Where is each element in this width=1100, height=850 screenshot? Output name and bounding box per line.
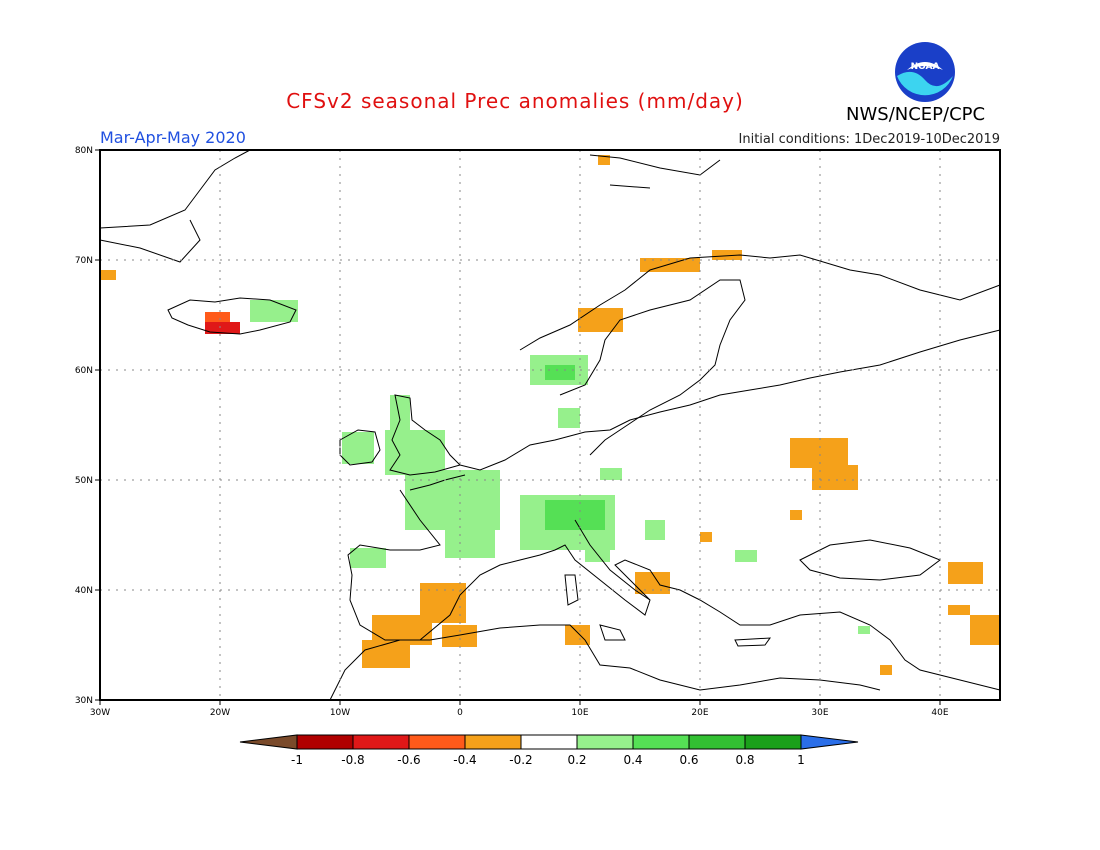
noaa-logo-text: NOAA (911, 62, 940, 72)
lat-label: 40N (75, 586, 93, 596)
lat-label: 80N (75, 146, 93, 156)
coastline-italy (574, 519, 651, 641)
lat-labels: 30N 40N 50N 60N 70N 80N (75, 146, 93, 706)
anomaly-cell-bulgaria-wet (735, 550, 757, 562)
anomaly-cell-caucasus-dry (948, 562, 983, 584)
coastline-sardinia (564, 574, 579, 606)
anomaly-cell-ireland-wet (342, 432, 374, 464)
anomaly-cell-norway-dry (578, 308, 623, 332)
anomaly-cell-morocco-dry (362, 640, 410, 668)
lon-label: 30E (811, 708, 828, 718)
anomaly-cell-greenland-dry (100, 270, 116, 280)
colorbar-label: 0.6 (679, 753, 698, 767)
anomaly-cell-croatia-wet (645, 520, 665, 540)
lat-label: 70N (75, 256, 93, 266)
anomaly-cell-denmark-wet (558, 408, 580, 428)
anomaly-cell-south-norway-wet2 (545, 365, 575, 380)
colorbar-label: 0.8 (735, 753, 754, 767)
lon-label: 30W (90, 708, 110, 718)
coastline-continent (347, 329, 1001, 691)
colorbar-segment (688, 734, 746, 750)
colorbar-segment (464, 734, 522, 750)
colorbar-segment-gt-1 (800, 734, 859, 750)
anomaly-cell-tunisia-dry (565, 625, 590, 645)
anomaly-cell-turkey-east-dry (948, 605, 970, 615)
anomaly-cell-germany-wet (600, 468, 622, 480)
anomaly-cell-cyprus-wet (858, 626, 870, 634)
colorbar-segment (296, 734, 354, 750)
anomaly-cell-scotland-wet (390, 395, 410, 430)
coastline-svalbard (589, 154, 721, 189)
coastline-uk (389, 394, 461, 476)
lat-label: 50N (75, 476, 93, 486)
colorbar-label: -0.8 (341, 753, 364, 767)
lon-label: 20W (210, 708, 230, 718)
lon-label: 40E (931, 708, 948, 718)
anomaly-cell-iceland-dry2 (205, 322, 240, 334)
colorbar-segment (744, 734, 802, 750)
map-title: CFSv2 seasonal Prec anomalies (mm/day) (286, 89, 744, 113)
anomaly-cell-serbia-dry (700, 532, 712, 542)
gridlines (100, 150, 1000, 700)
coastline-black-sea (799, 539, 942, 581)
anomaly-cell-iran-dry (970, 615, 1000, 645)
lon-label: 10E (571, 708, 588, 718)
anomaly-cell-ukraine-dry (790, 438, 848, 468)
colorbar-segment (520, 734, 578, 750)
initial-conditions: Initial conditions: 1Dec2019-10Dec2019 (738, 132, 1000, 147)
anomaly-cell-france-wet (405, 470, 500, 530)
coastline-north-africa (329, 624, 881, 701)
tick-marks (95, 149, 941, 705)
anomaly-cell-southitaly-dry (635, 572, 670, 594)
anomaly-cell-england-wet (385, 430, 445, 475)
colorbar-segment (632, 734, 690, 750)
anomaly-cell-galicia-wet (350, 548, 386, 568)
colorbar-label: 0.4 (623, 753, 642, 767)
agency-label: NWS/NCEP/CPC (846, 104, 986, 125)
anomaly-cell-southfrance-wet (445, 528, 495, 558)
coastline-greenland (99, 149, 251, 263)
colorbar-label: 0.2 (567, 753, 586, 767)
colorbar-label: -0.2 (509, 753, 532, 767)
anomaly-cell-alps-wet2 (545, 500, 605, 530)
colorbar-segment (576, 734, 634, 750)
lon-label: 0 (457, 708, 463, 718)
lat-label: 60N (75, 366, 93, 376)
anomaly-cell-finnmark-dry (712, 250, 742, 260)
map-frame (99, 149, 1001, 701)
lon-label: 20E (691, 708, 708, 718)
colorbar-segment (352, 734, 410, 750)
anomaly-cell-moldova-dry (790, 510, 802, 520)
colorbar-label: 1 (797, 753, 805, 767)
lat-label: 30N (75, 696, 93, 706)
coastline-iceland (167, 297, 297, 335)
colorbar-labels: -1 -0.8 -0.6 -0.4 -0.2 0.2 0.4 0.6 0.8 1 (291, 753, 805, 767)
anomaly-cell-levant-dry (880, 665, 892, 675)
lon-labels: 30W 20W 10W 0 10E 20E 30E 40E (90, 708, 949, 718)
anomaly-cell-ukraine-dry2 (812, 465, 858, 490)
colorbar-segment-lt-1 (239, 734, 298, 750)
coastline-ireland (339, 429, 381, 466)
plot-area (100, 150, 1000, 700)
lon-label: 10W (330, 708, 350, 718)
noaa-logo: NOAA (893, 40, 957, 104)
colorbar-label: -0.6 (397, 753, 420, 767)
anomaly-cell-algeria-dry (442, 625, 477, 647)
colorbar (239, 734, 859, 750)
colorbar-segment (408, 734, 466, 750)
forecast-period: Mar-Apr-May 2020 (100, 128, 246, 147)
anomaly-cell-iceland-dry (205, 312, 230, 324)
colorbar-label: -1 (291, 753, 303, 767)
anomaly-cell-svalbard-dry (598, 155, 610, 165)
anomaly-cell-iceland-wet (250, 300, 298, 322)
coastline-crete (734, 637, 772, 647)
colorbar-label: -0.4 (453, 753, 476, 767)
anomaly-cell-italy-wet (585, 540, 610, 562)
